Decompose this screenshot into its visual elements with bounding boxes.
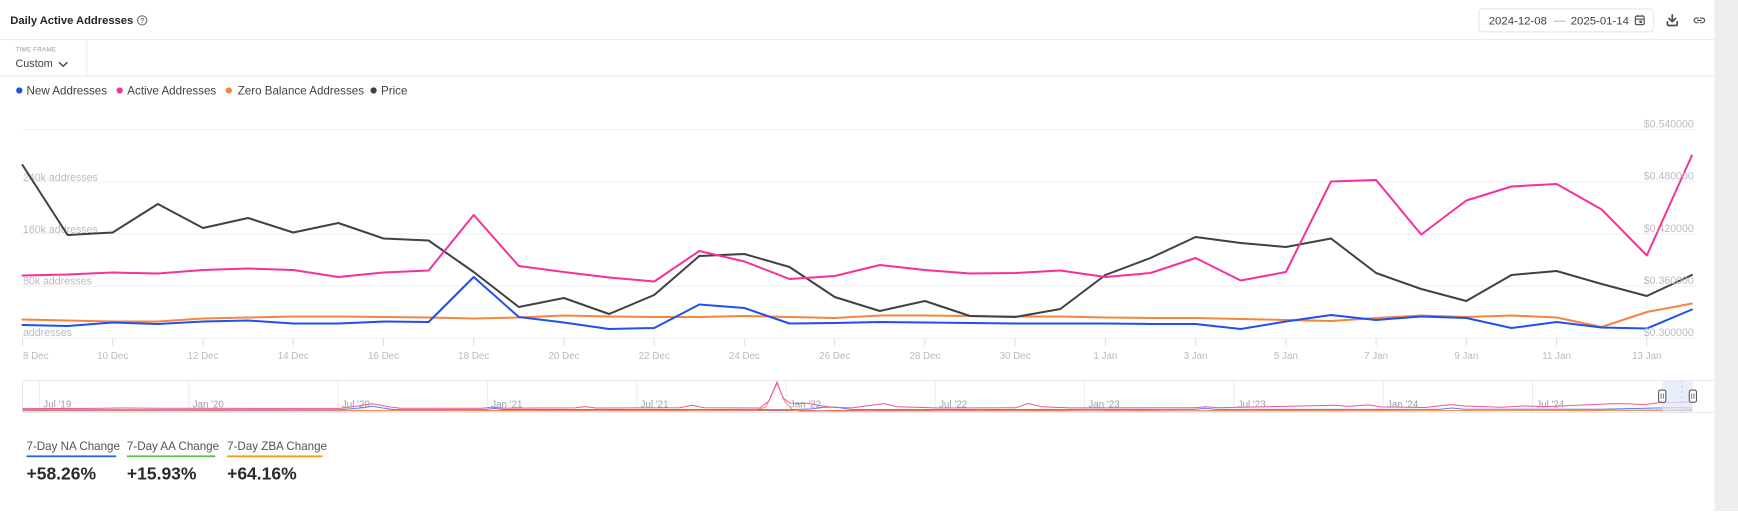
svg-text:Jan '20: Jan '20 xyxy=(193,400,225,411)
svg-text:8 Dec: 8 Dec xyxy=(23,351,49,362)
svg-text:+15.93%: +15.93% xyxy=(127,464,197,484)
svg-text:9 Jan: 9 Jan xyxy=(1454,351,1478,362)
svg-text:Daily Active Addresses: Daily Active Addresses xyxy=(10,15,133,27)
svg-text:24 Dec: 24 Dec xyxy=(729,351,760,362)
svg-text:22 Dec: 22 Dec xyxy=(639,351,670,362)
svg-text:2025-01-14: 2025-01-14 xyxy=(1571,15,1629,27)
svg-text:Zero Balance Addresses: Zero Balance Addresses xyxy=(238,85,365,98)
svg-text:7-Day AA Change: 7-Day AA Change xyxy=(127,440,219,453)
svg-text:7-Day ZBA Change: 7-Day ZBA Change xyxy=(227,440,327,453)
svg-text:30 Dec: 30 Dec xyxy=(1000,351,1031,362)
svg-text:$0.300000: $0.300000 xyxy=(1644,327,1694,339)
svg-text:+64.16%: +64.16% xyxy=(227,464,297,484)
svg-text:1 Jan: 1 Jan xyxy=(1093,351,1117,362)
svg-text:11 Jan: 11 Jan xyxy=(1542,351,1571,362)
svg-text:Jul '22: Jul '22 xyxy=(939,400,967,411)
svg-text:$0.540000: $0.540000 xyxy=(1644,118,1694,130)
svg-text:TIME FRAME: TIME FRAME xyxy=(16,46,57,53)
svg-text:26 Dec: 26 Dec xyxy=(819,351,850,362)
svg-text:Active Addresses: Active Addresses xyxy=(127,85,216,98)
svg-text:New Addresses: New Addresses xyxy=(27,85,108,98)
svg-text:$0.360000: $0.360000 xyxy=(1644,275,1694,287)
svg-text:14 Dec: 14 Dec xyxy=(278,351,309,362)
svg-text:addresses: addresses xyxy=(23,327,72,339)
svg-text:28 Dec: 28 Dec xyxy=(909,351,940,362)
svg-text:13 Jan: 13 Jan xyxy=(1632,351,1661,362)
svg-text:+58.26%: +58.26% xyxy=(27,464,97,484)
svg-text:$0.420000: $0.420000 xyxy=(1644,223,1694,235)
svg-text:10 Dec: 10 Dec xyxy=(97,351,128,362)
svg-text:Jul '21: Jul '21 xyxy=(641,400,669,411)
svg-text:20 Dec: 20 Dec xyxy=(548,351,579,362)
svg-text:3 Jan: 3 Jan xyxy=(1184,351,1208,362)
svg-text:Custom: Custom xyxy=(16,58,53,70)
svg-text:80k addresses: 80k addresses xyxy=(23,276,92,288)
svg-text:2024-12-08: 2024-12-08 xyxy=(1489,15,1547,27)
svg-text:Price: Price xyxy=(381,85,407,98)
svg-text:18 Dec: 18 Dec xyxy=(458,351,489,362)
svg-text:16 Dec: 16 Dec xyxy=(368,351,399,362)
svg-text:5 Jan: 5 Jan xyxy=(1274,351,1298,362)
svg-text:7-Day NA Change: 7-Day NA Change xyxy=(27,440,120,453)
svg-text:—: — xyxy=(1554,15,1566,27)
svg-text:?: ? xyxy=(140,16,145,25)
svg-text:7 Jan: 7 Jan xyxy=(1364,351,1388,362)
svg-text:$0.480000: $0.480000 xyxy=(1644,171,1694,183)
svg-text:12 Dec: 12 Dec xyxy=(187,351,218,362)
